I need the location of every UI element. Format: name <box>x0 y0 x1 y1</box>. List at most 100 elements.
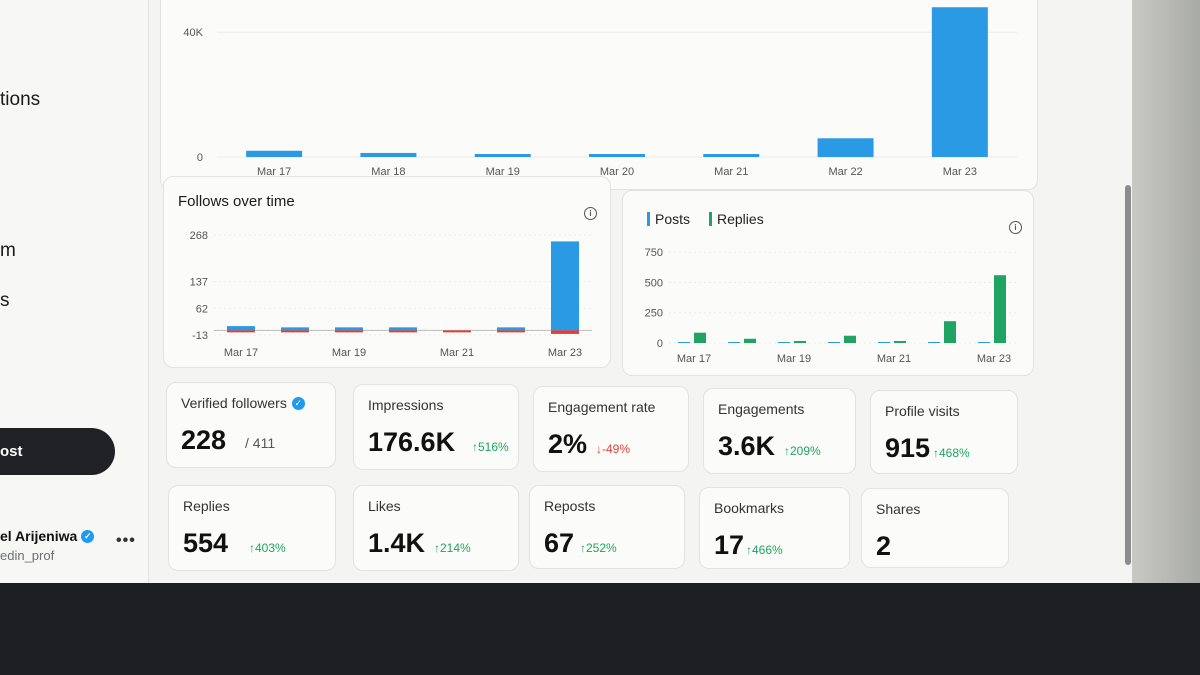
metric-card-profile-visits[interactable]: Profile visits 915 ↑468% <box>870 390 1018 474</box>
bar <box>246 150 303 157</box>
bar <box>551 330 579 334</box>
bar <box>894 341 906 343</box>
y-tick-label: 0 <box>657 338 663 350</box>
metric-label: Engagements <box>718 401 805 417</box>
bar <box>281 330 309 333</box>
y-tick-label: 40K <box>183 27 203 39</box>
bar <box>878 342 890 343</box>
metric-card-engagement-rate[interactable]: Engagement rate 2% ↓-49% <box>533 386 689 472</box>
metric-card-engagements[interactable]: Engagements 3.6K ↑209% <box>703 388 856 474</box>
sidebar-item-lists[interactable]: s <box>0 290 10 311</box>
bar <box>978 342 990 343</box>
legend-posts[interactable]: Posts <box>647 211 690 227</box>
bar <box>227 326 255 331</box>
metric-change: ↑214% <box>434 541 471 555</box>
bar <box>728 342 740 343</box>
metric-value: 915 <box>885 433 931 463</box>
posts-replies-chart: 750 500 250 0 Mar 17 Mar 19 Mar 21 Mar 23 <box>645 247 1019 365</box>
bar <box>931 7 988 157</box>
bar <box>281 327 309 331</box>
x-tick-label: Mar 21 <box>440 347 474 359</box>
verified-badge-icon: ✓ <box>81 529 95 543</box>
posts-replies-chart-card: Posts Replies i 750 500 250 0 Mar 17 Mar 19 Ma… <box>622 190 1034 376</box>
analytics-main: 40K 0 Mar 17 Mar 18 Mar 19 Mar 20 Mar 21 Mar 22… <box>148 0 1132 583</box>
metric-label-text: Verified followers <box>181 395 287 411</box>
legend-swatch <box>647 212 650 226</box>
metric-label: Reposts <box>544 498 596 514</box>
monitor-bezel-bottom <box>0 583 1200 675</box>
metric-card-verified-followers[interactable]: Verified followers ✓ 228 / 411 <box>166 382 336 468</box>
follows-chart-card: Follows over time i 268 137 62 -13 Mar 17 Mar… <box>163 176 611 368</box>
metric-card-reposts[interactable]: Reposts 67 ↑252% <box>529 485 685 569</box>
metric-value: 176.6K <box>368 427 456 457</box>
scrollbar[interactable] <box>1125 185 1131 565</box>
x-tick-label: Mar 22 <box>828 166 862 178</box>
x-tick-label: Mar 21 <box>877 353 911 365</box>
bar <box>389 327 417 331</box>
impressions-chart: 40K 0 Mar 17 Mar 18 Mar 19 Mar 20 Mar 21 Mar 22… <box>183 7 1017 178</box>
sidebar-item-notifications[interactable]: tions <box>0 89 41 110</box>
bar <box>828 342 840 343</box>
x-tick-label: Mar 21 <box>714 166 748 178</box>
metric-change: ↑209% <box>784 444 821 458</box>
y-tick-label: 137 <box>190 277 208 289</box>
metric-change: ↓-49% <box>596 442 631 456</box>
user-handle: edin_prof <box>0 548 55 563</box>
metric-card-replies[interactable]: Replies 554 ↑403% <box>168 485 336 571</box>
metric-value: 3.6K <box>718 431 776 461</box>
post-button[interactable]: ost <box>0 428 115 475</box>
metric-card-bookmarks[interactable]: Bookmarks 17 ↑466% <box>699 487 850 569</box>
bar <box>443 330 471 333</box>
metric-change: ↑468% <box>933 446 970 460</box>
metric-card-shares[interactable]: Shares 2 <box>861 488 1009 568</box>
metric-change: ↑466% <box>746 543 783 557</box>
legend-replies[interactable]: Replies <box>709 211 764 227</box>
metric-value: 554 <box>183 528 229 558</box>
metric-card-impressions[interactable]: Impressions 176.6K ↑516% <box>353 384 519 470</box>
x-tick-label: Mar 17 <box>677 353 711 365</box>
x-tick-label: Mar 17 <box>257 166 291 178</box>
bar <box>944 321 956 343</box>
metric-label: Engagement rate <box>548 399 656 415</box>
screen: tions m s ost el Arijeniwa ✓ edin_prof •… <box>0 0 1132 583</box>
monitor-bezel-right <box>1132 0 1200 583</box>
chart-title: Follows over time <box>178 193 295 210</box>
metric-change: ↑403% <box>249 541 286 555</box>
bar <box>844 335 856 343</box>
bar <box>497 327 525 331</box>
y-tick-label: 750 <box>645 247 663 259</box>
metric-label: Profile visits <box>885 403 960 419</box>
metric-label: Likes <box>368 498 401 514</box>
metric-label: Shares <box>876 501 921 517</box>
metric-value: 2 <box>876 531 892 561</box>
x-tick-label: Mar 19 <box>486 166 520 178</box>
metric-label: Bookmarks <box>714 500 785 516</box>
bar <box>227 330 255 333</box>
y-tick-label: 62 <box>196 303 208 315</box>
bar <box>335 327 363 331</box>
legend-label: Replies <box>717 211 764 227</box>
x-tick-label: Mar 19 <box>777 353 811 365</box>
metric-card-likes[interactable]: Likes 1.4K ↑214% <box>353 485 519 571</box>
sidebar-item-premium[interactable]: m <box>0 240 16 261</box>
bar <box>928 342 940 343</box>
info-icon[interactable]: i <box>1009 221 1022 234</box>
metric-total: / 411 <box>245 435 276 451</box>
x-tick-label: Mar 23 <box>943 166 977 178</box>
more-options-icon[interactable]: ••• <box>116 532 136 549</box>
x-tick-label: Mar 18 <box>371 166 405 178</box>
metric-value: 228 <box>181 425 227 455</box>
y-tick-label: 250 <box>645 308 663 320</box>
info-icon[interactable]: i <box>584 207 597 220</box>
metric-label: Impressions <box>368 397 444 413</box>
bar <box>335 330 363 333</box>
x-tick-label: Mar 20 <box>600 166 634 178</box>
bar <box>474 154 531 157</box>
user-account[interactable]: el Arijeniwa ✓ <box>0 528 95 544</box>
metric-change: ↑252% <box>580 541 617 555</box>
bar <box>778 342 790 343</box>
user-display-name: el Arijeniwa <box>0 528 78 544</box>
bar <box>744 338 756 343</box>
metric-value: 17 <box>714 530 745 560</box>
x-tick-label: Mar 23 <box>977 353 1011 365</box>
